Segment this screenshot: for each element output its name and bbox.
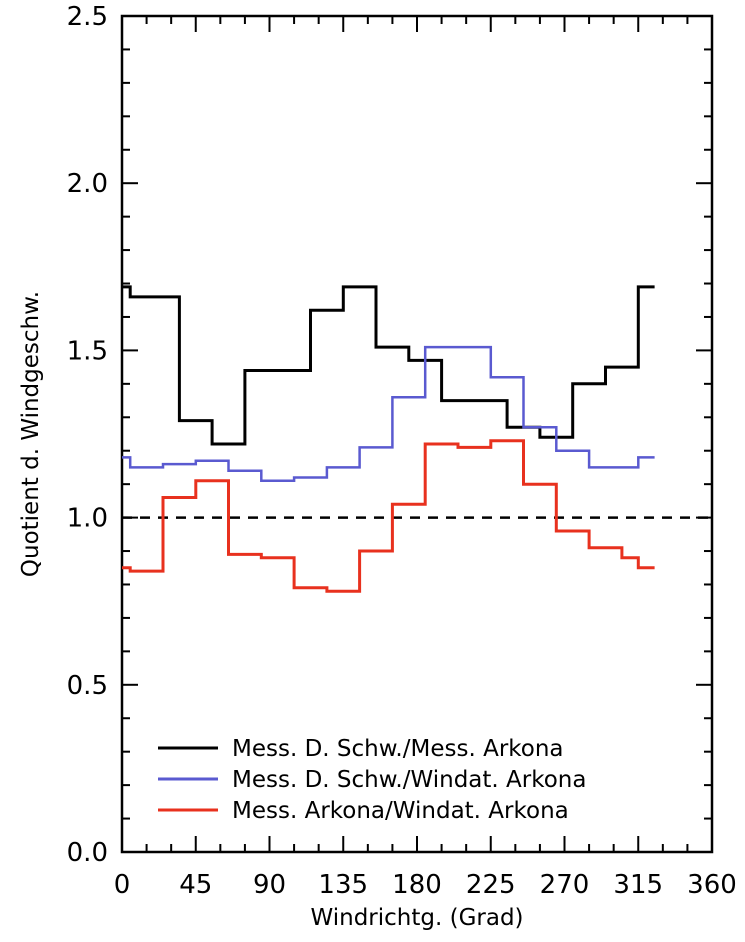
- x-tick-label: 315: [613, 870, 663, 900]
- y-tick-label: 0.0: [67, 838, 108, 868]
- x-tick-label: 135: [318, 870, 368, 900]
- y-tick-label: 2.0: [67, 169, 108, 199]
- series-lines: [122, 285, 655, 593]
- x-tick-label: 0: [114, 870, 131, 900]
- series-line-2: [122, 345, 655, 483]
- x-tick-label: 270: [540, 870, 590, 900]
- legend: Mess. D. Schw./Mess. Arkona Mess. D. Schw…: [158, 736, 586, 824]
- y-tick-label: 1.0: [67, 504, 108, 534]
- y-tick-label: 2.5: [67, 2, 108, 32]
- y-tick-label: 0.5: [67, 671, 108, 701]
- x-tick-label: 360: [687, 870, 737, 900]
- x-tick-label: 180: [392, 870, 442, 900]
- series-line-1: [122, 285, 655, 446]
- y-axis-label: Quotient d. Windgeschw.: [18, 291, 44, 577]
- x-tick-label: 45: [179, 870, 212, 900]
- legend-label-2: Mess. D. Schw./Windat. Arkona: [232, 767, 586, 793]
- plot-frame: [120, 14, 714, 854]
- x-tick-label: 90: [253, 870, 286, 900]
- x-tick-label: 225: [466, 870, 516, 900]
- axis-ticks: [121, 15, 713, 853]
- axis-tick-labels: 0 45 90 135 180 225 270 315 360 0.0 0.5 1.0 1.5 2.0 2.…: [67, 2, 737, 900]
- legend-label-3: Mess. Arkona/Windat. Arkona: [232, 798, 569, 824]
- series-line-3: [122, 439, 655, 593]
- y-tick-label: 1.5: [67, 336, 108, 366]
- x-axis-label: Windrichtg. (Grad): [310, 905, 523, 931]
- legend-label-1: Mess. D. Schw./Mess. Arkona: [232, 736, 564, 762]
